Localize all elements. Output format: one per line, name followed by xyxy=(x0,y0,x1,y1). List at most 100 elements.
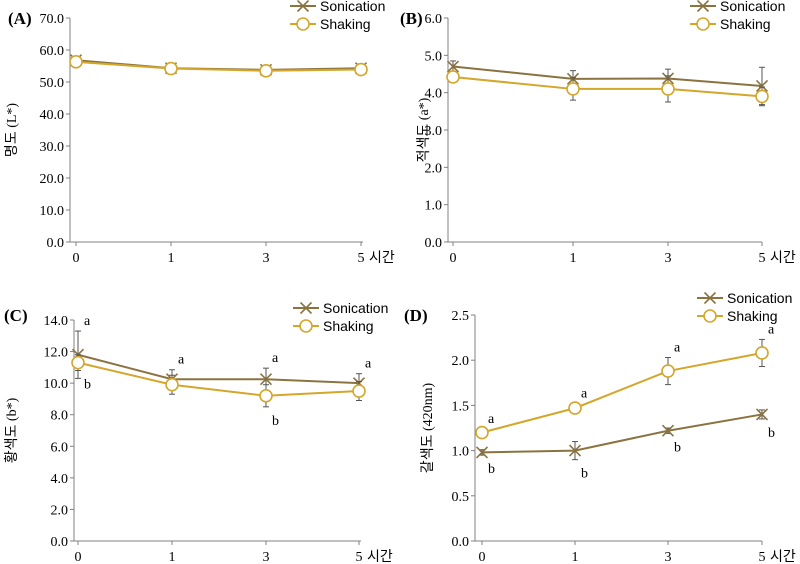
significance-label: b xyxy=(581,467,588,482)
legend-label: Shaking xyxy=(323,318,374,334)
y-tick-label: 10.0 xyxy=(44,377,69,392)
panel-label: (B) xyxy=(400,9,423,28)
legend-item-shaking: Shaking xyxy=(293,318,374,334)
legend-marker xyxy=(703,309,717,323)
data-point xyxy=(475,446,489,459)
legend-label: Sonication xyxy=(720,0,785,14)
x-tick-label: 5 xyxy=(358,251,365,266)
data-point xyxy=(164,61,178,76)
legend-item-sonication: Sonication xyxy=(290,0,385,14)
x-tick-label: 0 xyxy=(73,251,80,266)
series-line xyxy=(481,351,763,434)
series-line xyxy=(452,65,763,87)
data-point xyxy=(661,424,675,437)
significance-label: b xyxy=(768,426,775,441)
data-point xyxy=(259,373,273,386)
legend-label: Shaking xyxy=(727,308,778,324)
y-tick-label: 60.0 xyxy=(40,44,65,59)
y-tick-label: 2.0 xyxy=(51,503,69,518)
x-unit-label: 시간 xyxy=(770,549,796,564)
significance-label: a xyxy=(488,412,495,427)
data-point xyxy=(352,384,366,398)
data-point xyxy=(446,70,460,84)
series-sonication xyxy=(446,60,769,106)
data-point xyxy=(71,355,85,370)
series-shaking xyxy=(475,338,769,440)
panel-c: (C) 0.0 2.0 4.0 6.0 8.0 10.0 12.0 14.0 0 1 3 5 시간 황색도 … xyxy=(4,300,393,564)
y-tick-label: 2.5 xyxy=(452,309,470,324)
panel-label: (C) xyxy=(4,306,28,325)
data-point xyxy=(165,377,179,392)
x-unit-label: 시간 xyxy=(369,250,395,266)
x-tick-label: 1 xyxy=(572,550,579,564)
y-tick-label: 0.0 xyxy=(51,535,69,550)
y-tick-label: 12.0 xyxy=(44,346,69,361)
series-line xyxy=(75,60,362,72)
data-point xyxy=(568,401,582,415)
series-line xyxy=(452,75,763,98)
data-point xyxy=(446,60,460,73)
data-point xyxy=(259,64,273,78)
x-tick-label: 0 xyxy=(450,251,457,266)
legend-label: Sonication xyxy=(727,290,792,306)
legend-label: Shaking xyxy=(720,16,771,32)
significance-label: a xyxy=(272,351,279,366)
y-tick-label: 2.0 xyxy=(452,354,470,369)
significance-label: a xyxy=(178,353,185,368)
panel-a: (A) 0.0 10.0 20.0 30.0 40.0 50.0 60.0 70.0 0 1 3 5 시간… xyxy=(4,0,395,266)
significance-label: b xyxy=(84,378,91,393)
y-axis-title: 갈색도 (420nm) xyxy=(420,382,436,473)
legend-marker xyxy=(299,319,313,333)
x-tick-label: 3 xyxy=(665,251,672,266)
y-tick-label: 1.0 xyxy=(425,199,443,214)
y-tick-label: 0.5 xyxy=(452,490,470,505)
data-point xyxy=(69,55,83,69)
legend-marker xyxy=(696,0,710,13)
legend-item-sonication: Sonication xyxy=(293,300,388,316)
panel-d: (D) 0.0 0.5 1.0 1.5 2.0 2.5 0 1 3 5 시간 갈색도 (420nm) b a… xyxy=(404,290,796,564)
series-line xyxy=(77,353,360,385)
legend-item-shaking: Shaking xyxy=(697,308,778,324)
x-tick-label: 3 xyxy=(263,550,270,564)
y-tick-label: 0.0 xyxy=(425,236,443,251)
significance-label: b xyxy=(272,414,279,429)
legend-marker xyxy=(696,17,710,31)
y-tick-label: 4.0 xyxy=(425,87,443,102)
x-tick-label: 3 xyxy=(665,550,672,564)
data-point xyxy=(755,408,769,421)
data-point xyxy=(755,346,769,360)
legend-marker xyxy=(703,291,717,305)
significance-label: b xyxy=(674,440,681,455)
data-point xyxy=(259,388,273,403)
series-shaking xyxy=(71,354,366,408)
y-tick-label: 10.0 xyxy=(40,204,65,219)
data-point xyxy=(755,79,769,93)
y-tick-label: 0.0 xyxy=(47,236,65,251)
y-tick-label: 6.0 xyxy=(425,12,443,27)
series-shaking xyxy=(446,70,769,107)
series-line xyxy=(77,361,360,397)
significance-label: a xyxy=(768,322,775,337)
x-tick-label: 3 xyxy=(263,251,270,266)
x-tick-label: 0 xyxy=(75,550,82,564)
x-tick-label: 1 xyxy=(168,251,175,266)
y-tick-label: 1.5 xyxy=(452,399,470,414)
panel-label: (A) xyxy=(8,9,32,28)
data-point xyxy=(475,425,489,440)
y-tick-label: 70.0 xyxy=(40,12,65,27)
data-point xyxy=(661,364,675,378)
legend-item-shaking: Shaking xyxy=(690,16,771,32)
x-tick-label: 5 xyxy=(759,550,766,564)
series-line xyxy=(481,413,763,454)
significance-label: a xyxy=(84,314,91,329)
x-tick-label: 5 xyxy=(759,251,766,266)
data-point xyxy=(755,89,769,104)
data-point xyxy=(566,82,580,96)
y-tick-label: 50.0 xyxy=(40,76,65,91)
y-tick-label: 0.0 xyxy=(452,535,470,550)
x-tick-label: 0 xyxy=(479,550,486,564)
legend-item-shaking: Shaking xyxy=(290,16,371,32)
y-tick-label: 4.0 xyxy=(51,472,69,487)
data-point xyxy=(354,62,368,77)
